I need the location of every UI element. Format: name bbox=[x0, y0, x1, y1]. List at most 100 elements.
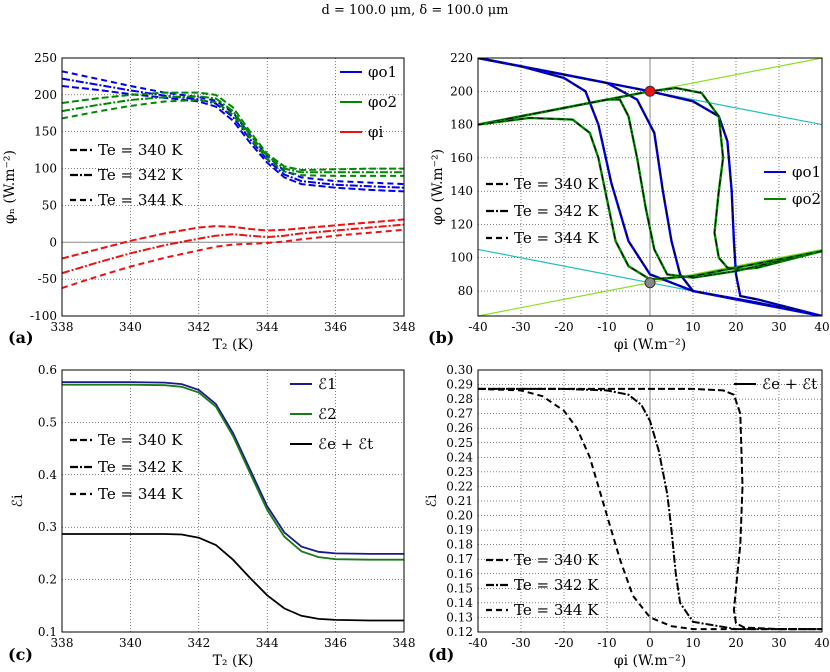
y-tick-label: 0.19 bbox=[446, 523, 473, 537]
panel-a: 338 340 342 344 346 348 -100 -50 0 50 100 150 200 250… bbox=[2, 51, 415, 353]
panel-c: 338 340 342 344 346 348 0.1 0.2 0.3 0.4 0.5 0.6 T₂ (… bbox=[8, 363, 415, 669]
y-tick-label: 100 bbox=[450, 251, 473, 265]
y-tick-label: -50 bbox=[38, 272, 57, 286]
series-line-overlay bbox=[478, 99, 822, 279]
y-tick-label: 0.23 bbox=[446, 465, 473, 479]
y-tick-label: 0.15 bbox=[446, 581, 473, 595]
plot-area bbox=[478, 387, 822, 631]
plot-area bbox=[62, 381, 404, 622]
y-tick-label: 0.27 bbox=[446, 407, 473, 421]
legend-entry: ℰe + ℰt bbox=[762, 375, 817, 393]
y-tick-label: 0.26 bbox=[446, 421, 473, 435]
series-line-overlay bbox=[478, 58, 822, 316]
series-line bbox=[62, 381, 404, 555]
x-tick-label: 10 bbox=[685, 320, 700, 334]
x-tick-label: 20 bbox=[728, 636, 743, 650]
series-line bbox=[478, 387, 822, 631]
axes-frame bbox=[477, 57, 823, 317]
x-tick-label: -10 bbox=[597, 320, 616, 334]
legend-style-entry: Te = 342 K bbox=[514, 576, 599, 594]
x-tick-label: 348 bbox=[393, 636, 416, 650]
y-tick-label: 0.6 bbox=[38, 363, 57, 377]
y-tick-label: 0.28 bbox=[446, 392, 473, 406]
y-tick-label: 0.30 bbox=[446, 363, 473, 377]
legend-style-entry: Te = 340 K bbox=[98, 141, 183, 159]
y-tick-label: 220 bbox=[450, 51, 473, 65]
x-tick-label: 338 bbox=[51, 320, 74, 334]
x-tick-label: 346 bbox=[324, 320, 347, 334]
x-tick-label: 348 bbox=[393, 320, 416, 334]
y-tick-label: 0.12 bbox=[446, 625, 473, 639]
axes-frame bbox=[477, 369, 823, 633]
series-line bbox=[478, 387, 822, 631]
x-axis-label: φi (W.m⁻²) bbox=[614, 337, 686, 353]
legend-entry: φo2 bbox=[792, 190, 821, 208]
y-axis-label: ℰi bbox=[424, 494, 440, 507]
series-line bbox=[62, 77, 404, 189]
x-tick-label: 344 bbox=[256, 320, 279, 334]
y-tick-label: 120 bbox=[450, 217, 473, 231]
series-line bbox=[62, 70, 404, 186]
x-tick-label: -30 bbox=[511, 320, 530, 334]
y-tick-label: 0.17 bbox=[446, 552, 473, 566]
y-tick-label: 200 bbox=[34, 88, 57, 102]
series-line bbox=[62, 533, 404, 622]
y-tick-label: 0.24 bbox=[446, 450, 473, 464]
y-tick-label: 0.29 bbox=[446, 378, 473, 392]
series-line bbox=[62, 218, 404, 260]
x-tick-label: 10 bbox=[685, 636, 700, 650]
x-tick-label: -40 bbox=[468, 636, 487, 650]
y-tick-label: 0.1 bbox=[38, 625, 57, 639]
panel-d: -40 -30 -20 -10 0 10 20 30 400.120.130.140.150.1… bbox=[424, 363, 830, 669]
y-tick-label: 0.20 bbox=[446, 509, 473, 523]
y-axis-label: ℰi bbox=[10, 494, 26, 507]
legend-style-entry: Te = 342 K bbox=[98, 458, 183, 476]
y-tick-label: 100 bbox=[34, 162, 57, 176]
y-tick-label: 0.13 bbox=[446, 610, 473, 624]
y-tick-label: 160 bbox=[450, 151, 473, 165]
legend-style-entry: Te = 342 K bbox=[98, 166, 183, 184]
series-line bbox=[62, 383, 404, 561]
y-tick-label: 80 bbox=[458, 284, 473, 298]
legend-style-entry: Te = 344 K bbox=[514, 601, 599, 619]
panel-b: -40 -30 -20 -10 0 10 20 30 40 80 100 120 140 160 180 20… bbox=[428, 51, 830, 353]
axes-frame bbox=[61, 57, 405, 317]
legend-style-entry: Te = 342 K bbox=[514, 202, 599, 220]
legend-style-entry: Te = 340 K bbox=[98, 431, 183, 449]
x-tick-label: 40 bbox=[814, 320, 829, 334]
x-tick-label: -40 bbox=[468, 320, 487, 334]
y-tick-label: 0.2 bbox=[38, 573, 57, 587]
panel-label: (b) bbox=[428, 328, 454, 347]
x-tick-label: 40 bbox=[814, 636, 829, 650]
y-tick-label: -100 bbox=[30, 309, 57, 323]
y-tick-label: 0.16 bbox=[446, 567, 473, 581]
panel-label: (c) bbox=[8, 645, 33, 664]
y-tick-label: 200 bbox=[450, 84, 473, 98]
x-axis-label: φi (W.m⁻²) bbox=[614, 653, 686, 669]
series-line bbox=[62, 223, 404, 275]
legend-style-entry: Te = 340 K bbox=[514, 551, 599, 569]
legend-entry: ℰ2 bbox=[318, 405, 337, 423]
marker-point bbox=[644, 85, 656, 97]
x-tick-label: 340 bbox=[119, 636, 142, 650]
series-line bbox=[62, 95, 404, 174]
figure-title: d = 100.0 μm, δ = 100.0 μm bbox=[322, 3, 509, 18]
panel-label: (d) bbox=[428, 645, 454, 664]
legend-entry: φo2 bbox=[368, 93, 397, 111]
y-tick-label: 0.4 bbox=[38, 468, 57, 482]
series-line bbox=[62, 228, 404, 289]
y-tick-label: 50 bbox=[42, 198, 57, 212]
y-tick-label: 0.22 bbox=[446, 479, 473, 493]
x-tick-label: 342 bbox=[187, 636, 210, 650]
x-tick-label: 30 bbox=[771, 320, 786, 334]
series-line bbox=[478, 387, 822, 631]
x-tick-label: 340 bbox=[119, 320, 142, 334]
x-tick-label: 0 bbox=[646, 636, 654, 650]
y-tick-label: 0.3 bbox=[38, 520, 57, 534]
x-tick-label: 342 bbox=[187, 320, 210, 334]
x-tick-label: 0 bbox=[646, 320, 654, 334]
legend-style-entry: Te = 344 K bbox=[98, 191, 183, 209]
legend-entry: ℰe + ℰt bbox=[318, 435, 373, 453]
y-tick-label: 250 bbox=[34, 51, 57, 65]
